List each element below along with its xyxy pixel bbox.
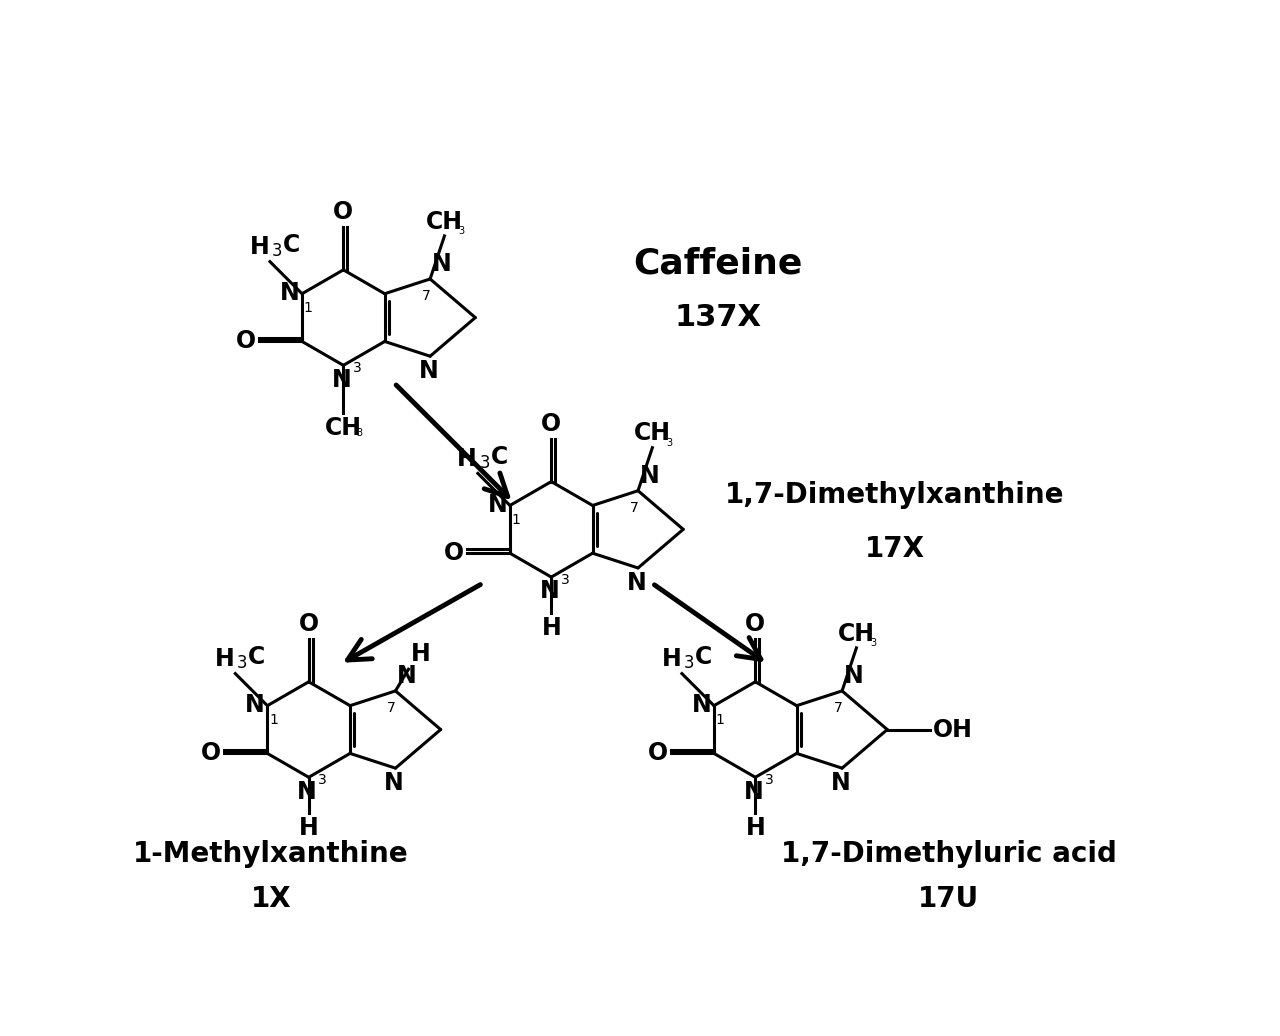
Text: N: N <box>540 579 559 603</box>
Text: N: N <box>297 780 317 804</box>
Text: CH: CH <box>325 416 362 440</box>
Text: $_3$C: $_3$C <box>682 645 712 671</box>
Text: 7: 7 <box>422 289 430 303</box>
Text: CH: CH <box>838 622 876 645</box>
Text: 1,7-Dimethyluric acid: 1,7-Dimethyluric acid <box>781 840 1116 868</box>
Text: O: O <box>444 541 463 566</box>
Text: $_3$: $_3$ <box>458 224 466 237</box>
Text: N: N <box>744 780 764 804</box>
Text: N: N <box>419 359 439 383</box>
Text: H: H <box>541 616 561 640</box>
Text: O: O <box>201 742 221 766</box>
Text: H: H <box>215 648 234 671</box>
Text: 3: 3 <box>764 774 773 787</box>
Text: O: O <box>541 411 562 435</box>
Text: $_3$C: $_3$C <box>236 645 265 671</box>
Text: N: N <box>384 771 403 796</box>
Text: 1X: 1X <box>251 885 292 913</box>
Text: 7: 7 <box>388 701 396 715</box>
Text: $_3$: $_3$ <box>870 635 878 650</box>
Text: CH: CH <box>426 209 463 234</box>
Text: O: O <box>745 611 765 636</box>
Text: 3: 3 <box>317 774 326 787</box>
Text: N: N <box>640 464 659 488</box>
Text: 1-Methylxanthine: 1-Methylxanthine <box>133 840 408 868</box>
Text: CH: CH <box>634 422 671 445</box>
Text: O: O <box>333 200 353 224</box>
Text: 1: 1 <box>512 513 521 527</box>
Text: 1,7-Dimethylxanthine: 1,7-Dimethylxanthine <box>724 481 1065 509</box>
Text: N: N <box>332 368 352 392</box>
Text: N: N <box>431 252 452 276</box>
Text: N: N <box>627 571 646 595</box>
Text: H: H <box>298 816 319 840</box>
Text: N: N <box>692 693 712 717</box>
Text: 17U: 17U <box>918 885 979 913</box>
Text: 1: 1 <box>303 301 312 315</box>
Text: OH: OH <box>933 718 973 742</box>
Text: N: N <box>844 664 864 688</box>
Text: 3: 3 <box>561 573 570 587</box>
Text: H: H <box>411 642 430 666</box>
Text: 137X: 137X <box>675 304 762 333</box>
Text: H: H <box>662 648 681 671</box>
Text: O: O <box>648 742 668 766</box>
Text: H: H <box>745 816 765 840</box>
Text: $_3$C: $_3$C <box>271 233 300 259</box>
Text: N: N <box>488 493 508 517</box>
Text: N: N <box>280 281 300 305</box>
Text: 1: 1 <box>269 714 278 727</box>
Text: 7: 7 <box>630 500 639 515</box>
Text: N: N <box>831 771 850 796</box>
Text: $_3$C: $_3$C <box>479 444 508 471</box>
Text: H: H <box>457 448 477 471</box>
Text: 17X: 17X <box>865 535 924 563</box>
Text: 7: 7 <box>833 701 842 715</box>
Text: $_3$: $_3$ <box>666 435 673 450</box>
Text: Caffeine: Caffeine <box>632 247 803 281</box>
Text: O: O <box>298 611 319 636</box>
Text: $_3$: $_3$ <box>356 426 364 439</box>
Text: N: N <box>397 664 417 688</box>
Text: 3: 3 <box>352 362 361 375</box>
Text: O: O <box>236 329 256 353</box>
Text: N: N <box>246 693 265 717</box>
Text: H: H <box>250 235 269 259</box>
Text: 1: 1 <box>716 714 724 727</box>
